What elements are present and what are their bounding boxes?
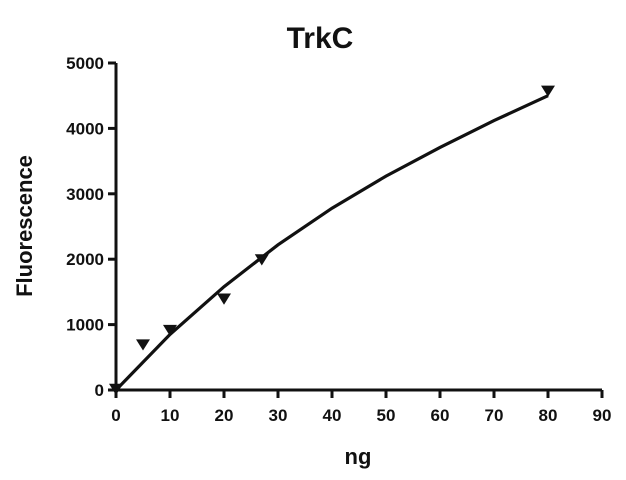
data-point bbox=[541, 85, 555, 97]
x-tick-label: 40 bbox=[323, 406, 342, 425]
fit-curve bbox=[114, 94, 549, 392]
x-tick-label: 50 bbox=[377, 406, 396, 425]
axes: 0 1000 2000 3000 4000 5000 0 10 20 30 40 50 60 70 80 90 bbox=[66, 54, 611, 425]
data-point bbox=[109, 383, 123, 395]
fit-curve-group bbox=[114, 94, 549, 392]
data-point bbox=[254, 254, 269, 266]
data-point bbox=[136, 339, 150, 351]
x-tick-label: 90 bbox=[593, 406, 612, 425]
x-tick-label: 10 bbox=[161, 406, 180, 425]
x-tick-label: 0 bbox=[111, 406, 120, 425]
data-points bbox=[109, 85, 555, 395]
y-tick-label: 2000 bbox=[66, 250, 104, 269]
y-tick-label: 0 bbox=[95, 381, 104, 400]
y-tick-label: 3000 bbox=[66, 185, 104, 204]
x-tick-label: 60 bbox=[431, 406, 450, 425]
data-point bbox=[163, 324, 177, 337]
y-axis-label: Fluorescence bbox=[12, 155, 37, 297]
y-tick-label: 1000 bbox=[66, 316, 104, 335]
x-tick-label: 30 bbox=[269, 406, 288, 425]
x-tick-label: 20 bbox=[215, 406, 234, 425]
chart-title: TrkC bbox=[287, 22, 354, 55]
y-tick-label: 4000 bbox=[66, 119, 104, 138]
y-tick-label: 5000 bbox=[66, 54, 104, 73]
x-tick-label: 80 bbox=[539, 406, 558, 425]
x-tick-label: 70 bbox=[485, 406, 504, 425]
x-axis-label: ng bbox=[345, 444, 372, 469]
data-point bbox=[217, 293, 231, 305]
